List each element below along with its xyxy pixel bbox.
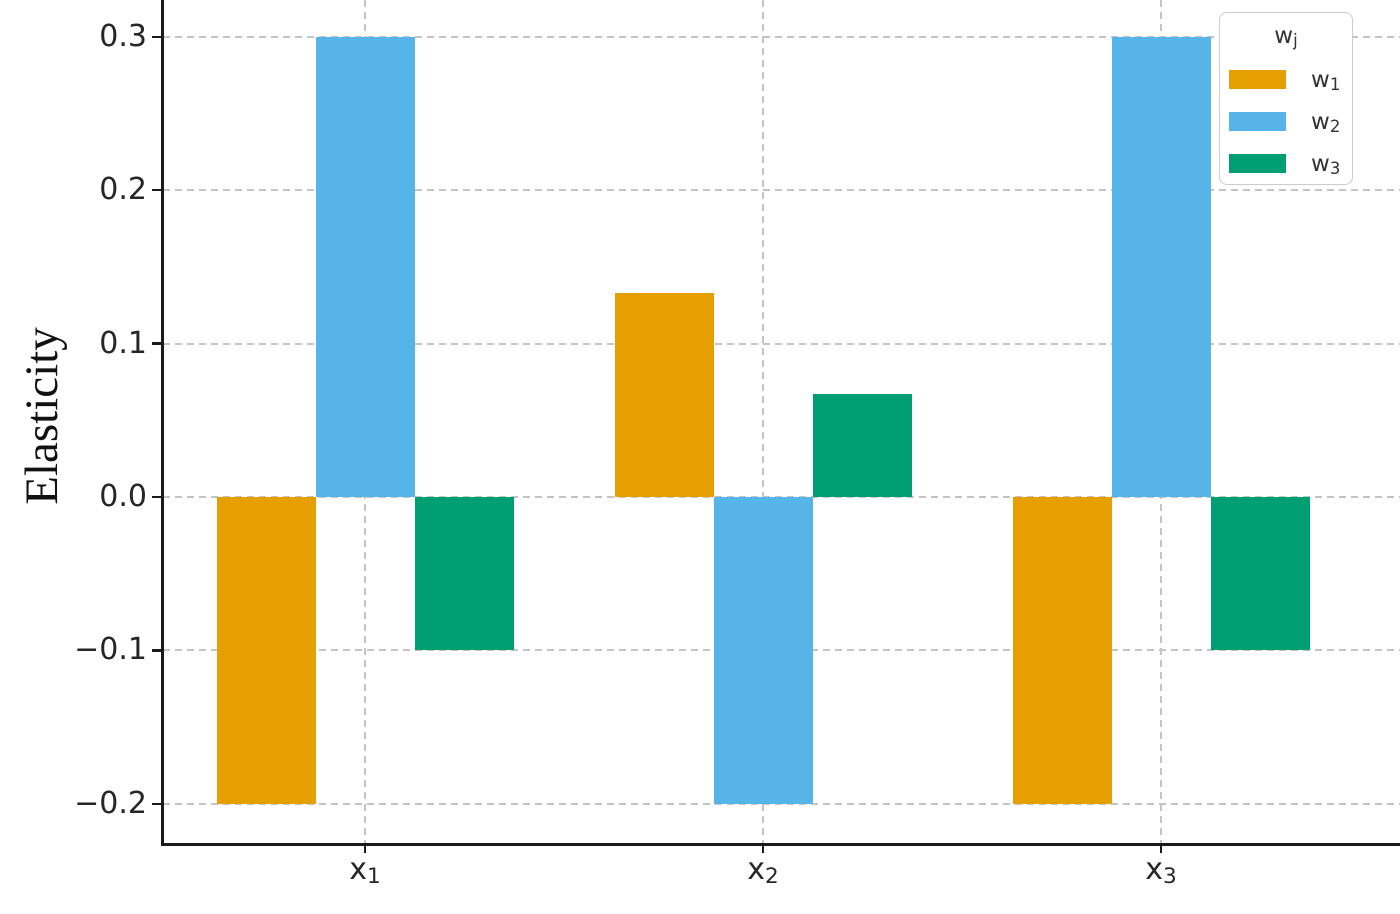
gridline-y-0.3 bbox=[163, 35, 1400, 38]
y-tick-0.3 bbox=[152, 35, 161, 38]
x-tick-label-x2: x2 bbox=[747, 852, 779, 889]
bar-x2-w1 bbox=[614, 293, 714, 498]
plot-area bbox=[163, 0, 1400, 843]
bar-x1-w3 bbox=[414, 497, 514, 651]
y-tick-0.0 bbox=[152, 495, 161, 499]
bar-x2-w3 bbox=[812, 394, 912, 498]
y-axis-line bbox=[161, 0, 164, 845]
x-tick-x1 bbox=[363, 845, 367, 853]
x-tick-x3 bbox=[1159, 845, 1163, 853]
y-tick-label-−0.2: −0.2 bbox=[74, 785, 147, 821]
legend-item-w3: w3 bbox=[1220, 151, 1352, 178]
gridline-x-x2 bbox=[762, 0, 764, 843]
gridline-y-0.2 bbox=[163, 189, 1400, 192]
legend-swatch-w1 bbox=[1229, 70, 1286, 89]
y-tick-label-0.2: 0.2 bbox=[99, 172, 147, 208]
x-tick-label-x1: x1 bbox=[349, 852, 381, 889]
legend-swatch-w2 bbox=[1229, 112, 1286, 131]
y-tick-label-0.3: 0.3 bbox=[99, 18, 147, 54]
bar-x2-w2 bbox=[713, 497, 813, 804]
legend-item-w1: w1 bbox=[1220, 67, 1352, 94]
bar-x1-w1 bbox=[216, 497, 316, 804]
y-tick-−0.1 bbox=[152, 649, 161, 652]
gridline-y-0.0 bbox=[163, 496, 1400, 498]
legend-label-w1: w1 bbox=[1311, 67, 1341, 94]
x-tick-label-x3: x3 bbox=[1145, 852, 1177, 889]
bar-x3-w1 bbox=[1012, 497, 1112, 804]
legend-swatch-w3 bbox=[1229, 154, 1286, 173]
legend-label-w3: w3 bbox=[1311, 151, 1341, 178]
y-tick-label-0.1: 0.1 bbox=[99, 325, 147, 361]
bar-x3-w3 bbox=[1210, 497, 1310, 651]
y-tick-0.1 bbox=[152, 342, 161, 345]
bar-x3-w2 bbox=[1111, 36, 1211, 498]
y-tick-0.2 bbox=[152, 189, 161, 192]
legend-label-w2: w2 bbox=[1311, 109, 1341, 136]
y-tick-label-0.0: 0.0 bbox=[99, 479, 147, 515]
y-tick-label-−0.1: −0.1 bbox=[74, 632, 147, 668]
gridline-y-0.1 bbox=[163, 342, 1400, 345]
x-axis-line bbox=[161, 843, 1400, 846]
bar-x1-w2 bbox=[315, 36, 415, 498]
y-tick-−0.2 bbox=[152, 802, 161, 806]
legend-item-w2: w2 bbox=[1220, 109, 1352, 136]
x-tick-x2 bbox=[761, 845, 765, 853]
legend-title: wj bbox=[1274, 23, 1298, 50]
legend: wj w1 w2 w3 bbox=[1219, 12, 1353, 185]
